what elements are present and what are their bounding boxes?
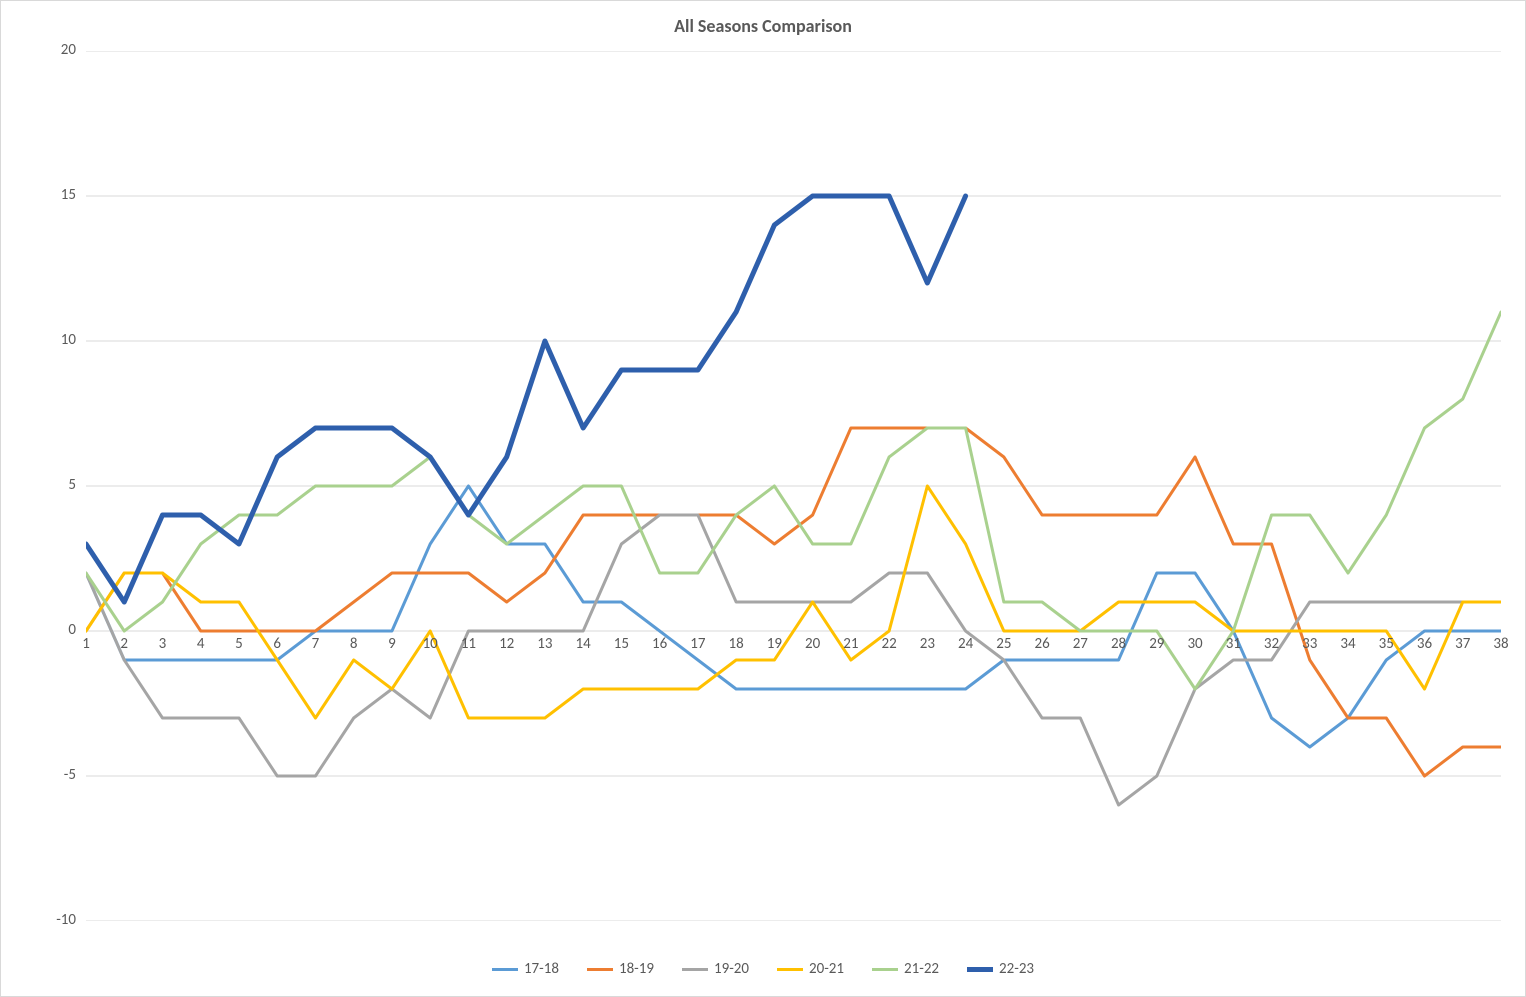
x-tick-label: 5 — [229, 635, 249, 653]
x-tick-label: 22 — [879, 635, 899, 653]
x-tick-label: 2 — [114, 635, 134, 653]
x-tick-label: 17 — [688, 635, 708, 653]
x-tick-label: 10 — [420, 635, 440, 653]
y-tick-label: -10 — [56, 911, 76, 929]
x-tick-label: 32 — [1262, 635, 1282, 653]
legend-item-17-18: 17-18 — [492, 960, 559, 978]
series-17-18 — [86, 486, 1501, 747]
x-tick-label: 3 — [152, 635, 172, 653]
legend-item-21-22: 21-22 — [872, 960, 939, 978]
chart-title: All Seasons Comparison — [1, 15, 1525, 37]
x-tick-label: 9 — [382, 635, 402, 653]
x-tick-label: 6 — [267, 635, 287, 653]
x-tick-label: 13 — [535, 635, 555, 653]
y-tick-label: 0 — [68, 621, 76, 639]
x-tick-label: 26 — [1032, 635, 1052, 653]
legend-label: 19-20 — [714, 960, 749, 978]
x-tick-label: 12 — [497, 635, 517, 653]
x-tick-label: 27 — [1070, 635, 1090, 653]
x-tick-label: 36 — [1415, 635, 1435, 653]
legend-swatch — [872, 968, 898, 971]
x-tick-label: 31 — [1223, 635, 1243, 653]
y-tick-label: 5 — [68, 476, 76, 494]
y-tick-label: -5 — [64, 766, 76, 784]
x-tick-label: 18 — [726, 635, 746, 653]
x-tick-label: 37 — [1453, 635, 1473, 653]
x-tick-label: 30 — [1185, 635, 1205, 653]
x-tick-label: 19 — [764, 635, 784, 653]
legend-label: 22-23 — [999, 960, 1034, 978]
legend-swatch — [587, 968, 613, 971]
x-tick-label: 35 — [1376, 635, 1396, 653]
legend-item-22-23: 22-23 — [967, 960, 1034, 978]
x-tick-label: 23 — [917, 635, 937, 653]
series-19-20 — [86, 515, 1501, 805]
plot-area — [86, 51, 1501, 921]
x-tick-label: 38 — [1491, 635, 1511, 653]
legend-item-20-21: 20-21 — [777, 960, 844, 978]
x-tick-label: 28 — [1109, 635, 1129, 653]
legend-label: 17-18 — [524, 960, 559, 978]
legend: 17-18 18-19 19-20 20-21 21-22 22-23 — [1, 960, 1525, 978]
legend-swatch — [492, 968, 518, 971]
x-tick-label: 14 — [573, 635, 593, 653]
x-tick-label: 24 — [956, 635, 976, 653]
chart-container: All Seasons Comparison -10-505101520 123… — [0, 0, 1526, 997]
x-tick-label: 15 — [611, 635, 631, 653]
series-22-23 — [86, 196, 966, 602]
x-tick-label: 33 — [1300, 635, 1320, 653]
legend-label: 21-22 — [904, 960, 939, 978]
legend-item-18-19: 18-19 — [587, 960, 654, 978]
y-tick-label: 10 — [61, 331, 76, 349]
x-tick-label: 8 — [344, 635, 364, 653]
legend-label: 18-19 — [619, 960, 654, 978]
x-tick-label: 25 — [994, 635, 1014, 653]
legend-swatch — [777, 968, 803, 971]
x-tick-label: 34 — [1338, 635, 1358, 653]
x-tick-label: 1 — [76, 635, 96, 653]
legend-swatch — [682, 968, 708, 971]
x-tick-label: 7 — [305, 635, 325, 653]
x-tick-label: 4 — [191, 635, 211, 653]
x-tick-label: 11 — [458, 635, 478, 653]
y-tick-label: 20 — [61, 41, 76, 59]
legend-label: 20-21 — [809, 960, 844, 978]
legend-item-19-20: 19-20 — [682, 960, 749, 978]
x-tick-label: 20 — [803, 635, 823, 653]
y-tick-label: 15 — [61, 186, 76, 204]
legend-swatch — [967, 967, 993, 972]
x-tick-label: 16 — [650, 635, 670, 653]
x-tick-label: 21 — [841, 635, 861, 653]
x-tick-label: 29 — [1147, 635, 1167, 653]
